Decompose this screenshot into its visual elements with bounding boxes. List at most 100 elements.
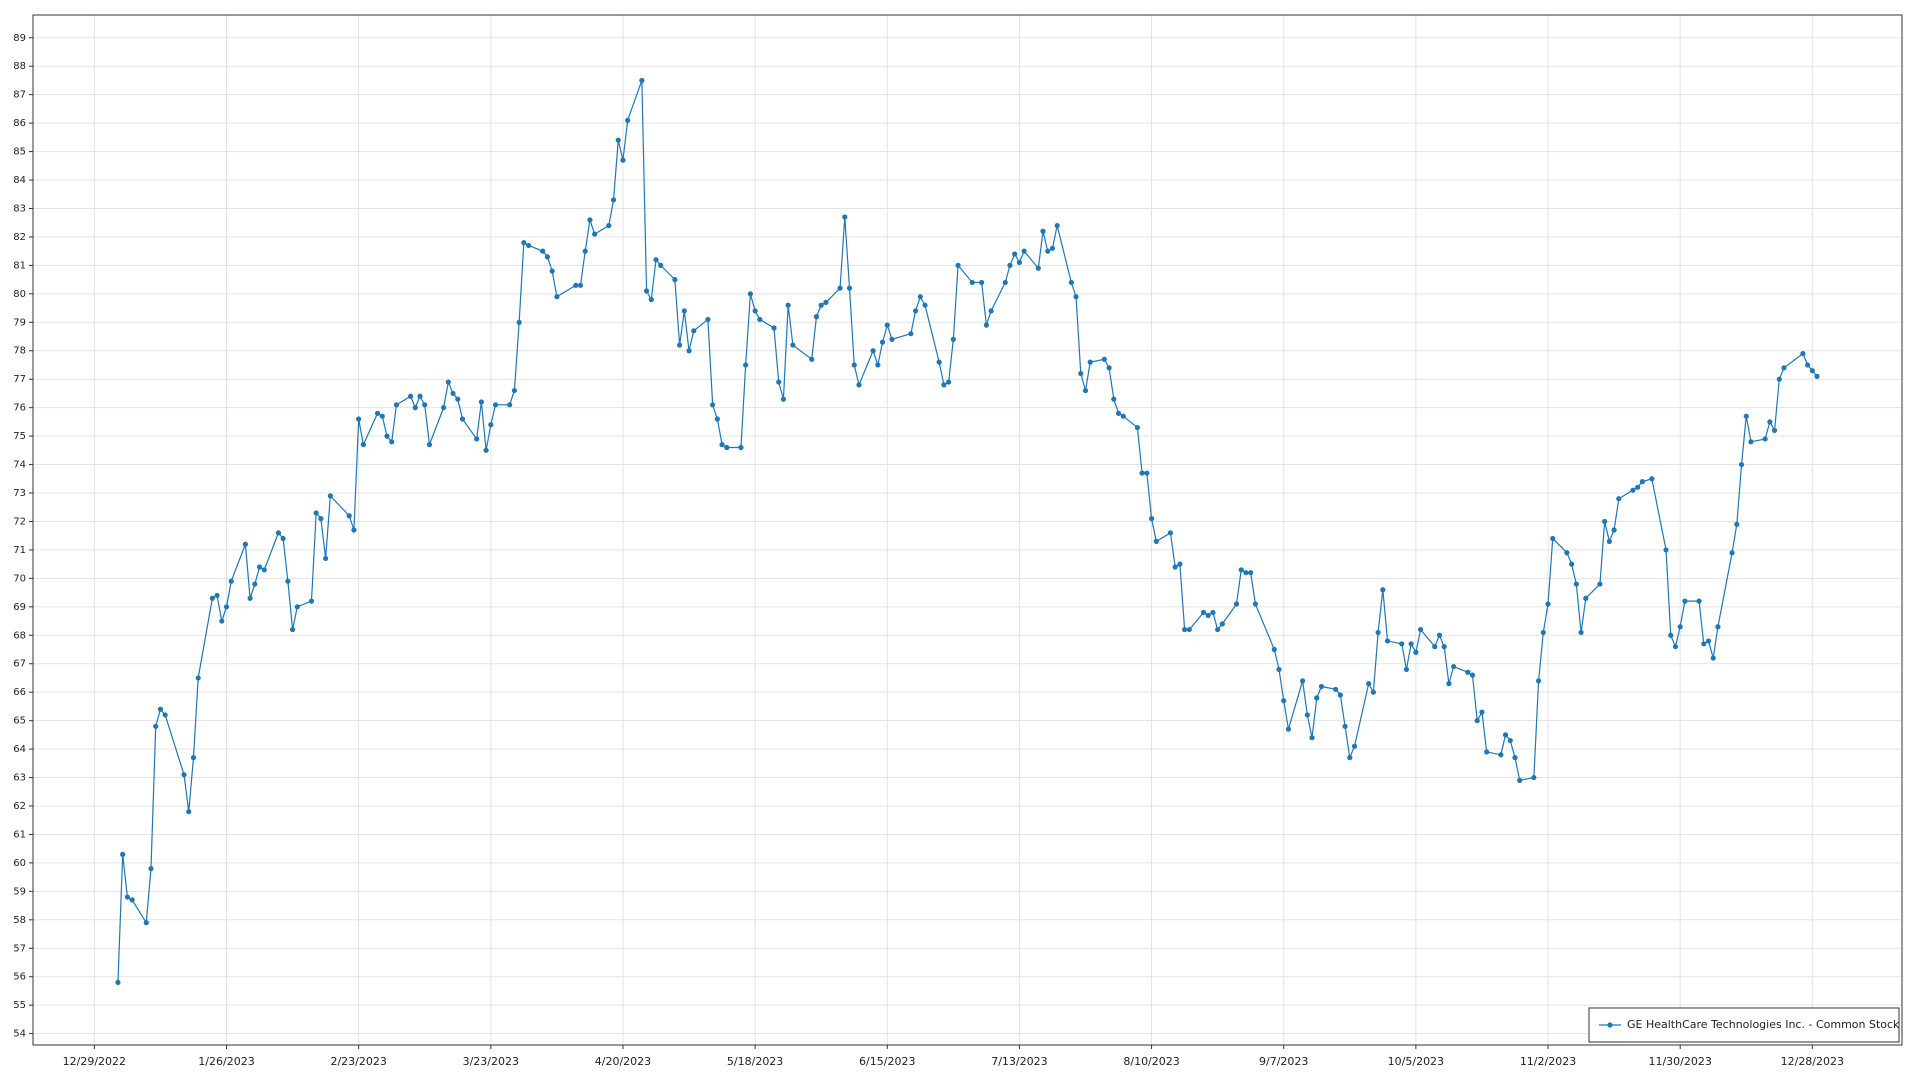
data-point (1238, 567, 1244, 573)
data-point (426, 442, 433, 448)
y-tick-label: 69 (13, 602, 26, 613)
data-point (1540, 629, 1546, 636)
data-point (1738, 461, 1745, 468)
data-point (1583, 595, 1589, 601)
data-point (1045, 248, 1051, 254)
data-point (615, 137, 621, 143)
data-point (738, 444, 744, 451)
data-point (1182, 626, 1188, 633)
data-point (648, 296, 654, 303)
data-point (507, 402, 513, 408)
data-point (1337, 692, 1343, 698)
data-point (346, 513, 352, 519)
data-point (1682, 598, 1688, 604)
y-tick-label: 58 (13, 915, 26, 926)
data-point (1007, 262, 1013, 268)
data-point (1299, 678, 1306, 684)
data-point (1668, 632, 1674, 638)
data-point (1309, 735, 1315, 741)
data-point (1370, 689, 1376, 695)
y-tick-label: 61 (13, 829, 26, 840)
data-point (643, 288, 650, 294)
data-point (1177, 561, 1183, 567)
data-point (705, 316, 711, 323)
data-point (549, 268, 555, 274)
data-point (1767, 419, 1773, 425)
data-point (587, 217, 593, 223)
data-point (1200, 609, 1207, 616)
y-tick-label: 66 (13, 687, 26, 698)
x-tick-label: 11/30/2023 (1648, 1055, 1711, 1068)
x-tick-label: 12/29/2022 (63, 1055, 126, 1068)
x-tick-label: 4/20/2023 (595, 1055, 651, 1068)
data-point (1663, 547, 1669, 553)
data-point (1252, 601, 1259, 607)
data-point (1318, 683, 1325, 690)
x-tick-label: 10/5/2023 (1388, 1055, 1444, 1068)
data-point (917, 294, 923, 300)
data-point (492, 402, 499, 408)
data-point (252, 581, 258, 587)
data-point (356, 416, 362, 422)
data-point (186, 809, 192, 815)
data-point (450, 390, 456, 397)
data-point (1781, 365, 1787, 371)
data-point (1602, 518, 1608, 525)
data-point (823, 299, 829, 305)
data-point (1314, 695, 1320, 701)
data-point (1479, 709, 1485, 715)
data-point (969, 279, 975, 286)
data-point (1762, 436, 1768, 442)
data-point (1399, 641, 1405, 647)
y-tick-label: 67 (13, 659, 26, 670)
y-tick-label: 62 (13, 801, 26, 812)
data-point (374, 410, 381, 416)
data-point (1507, 737, 1513, 744)
legend-label: GE HealthCare Technologies Inc. - Common… (1627, 1018, 1900, 1031)
data-point (1054, 222, 1060, 229)
data-point (818, 302, 824, 308)
data-point (1342, 723, 1348, 729)
data-point (842, 214, 848, 220)
data-point (360, 442, 366, 448)
y-tick-label: 87 (13, 90, 26, 101)
data-point (1569, 561, 1575, 567)
data-point (1743, 413, 1749, 419)
y-tick-label: 79 (13, 317, 26, 328)
data-point (1111, 396, 1117, 402)
data-point (1573, 581, 1579, 587)
data-point (1068, 279, 1074, 286)
data-point (1271, 646, 1277, 653)
data-point (115, 979, 121, 986)
data-point (936, 359, 942, 365)
data-point (846, 285, 853, 291)
data-point (1347, 755, 1353, 761)
y-tick-label: 59 (13, 886, 26, 897)
y-tick-label: 82 (13, 232, 26, 243)
data-point (162, 712, 168, 718)
data-point (879, 339, 886, 345)
data-point (1366, 681, 1372, 687)
legend-marker (1607, 1022, 1613, 1028)
y-tick-label: 78 (13, 346, 26, 357)
data-point (1243, 570, 1249, 576)
data-point (610, 197, 617, 203)
data-point (219, 618, 225, 624)
data-point (1248, 570, 1254, 576)
data-point (988, 308, 994, 314)
data-point (658, 262, 664, 268)
data-point (1512, 755, 1518, 761)
data-point (941, 382, 947, 388)
data-point (228, 578, 234, 584)
data-point (1040, 228, 1046, 234)
data-point (757, 316, 763, 323)
data-point (912, 308, 919, 314)
data-point (1106, 365, 1112, 371)
y-tick-label: 74 (13, 460, 26, 471)
data-point (1304, 712, 1310, 718)
data-point (1672, 644, 1679, 650)
data-point (1101, 356, 1107, 362)
series-line (117, 80, 1818, 983)
data-point (1021, 248, 1027, 254)
